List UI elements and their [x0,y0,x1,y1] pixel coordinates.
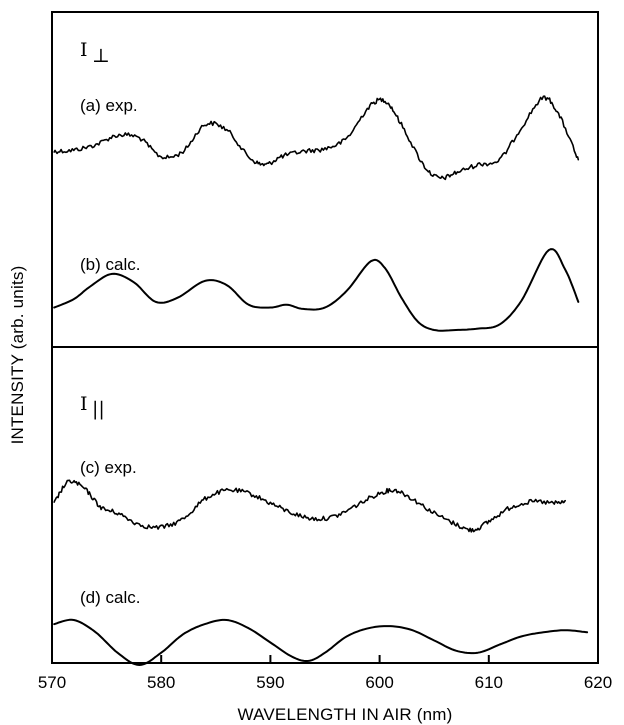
plot-frame [51,11,599,664]
x-tick-label-610: 610 [475,673,503,692]
x-tick-label-600: 600 [365,673,393,692]
x-tick-label-580: 580 [147,673,175,692]
series-label-d: (d) calc. [80,588,140,607]
series-line-b [53,248,580,332]
x-tick-label-620: 620 [584,673,612,692]
x-axis-ticks: 570 580 590 600 610 620 [38,655,612,692]
x-tick-label-590: 590 [256,673,284,692]
series-label-c: (c) exp. [80,458,137,477]
series-layer [53,95,589,666]
panel-1-label: I [80,39,88,61]
series-line-c [53,479,566,533]
x-axis-title: WAVELENGTH IN AIR (nm) [237,705,452,724]
series-label-a: (a) exp. [80,96,138,115]
panel-1-subscript: ⊥ [92,45,110,67]
panel-2-label: I [80,393,88,415]
plot-border [51,11,599,664]
panel-2-subscript: || [92,398,105,420]
x-tick-label-570: 570 [38,673,66,692]
series-line-d [53,618,589,666]
series-label-b: (b) calc. [80,255,140,274]
series-line-a [53,95,580,181]
y-axis-title: INTENSITY (arb. units) [8,266,27,445]
